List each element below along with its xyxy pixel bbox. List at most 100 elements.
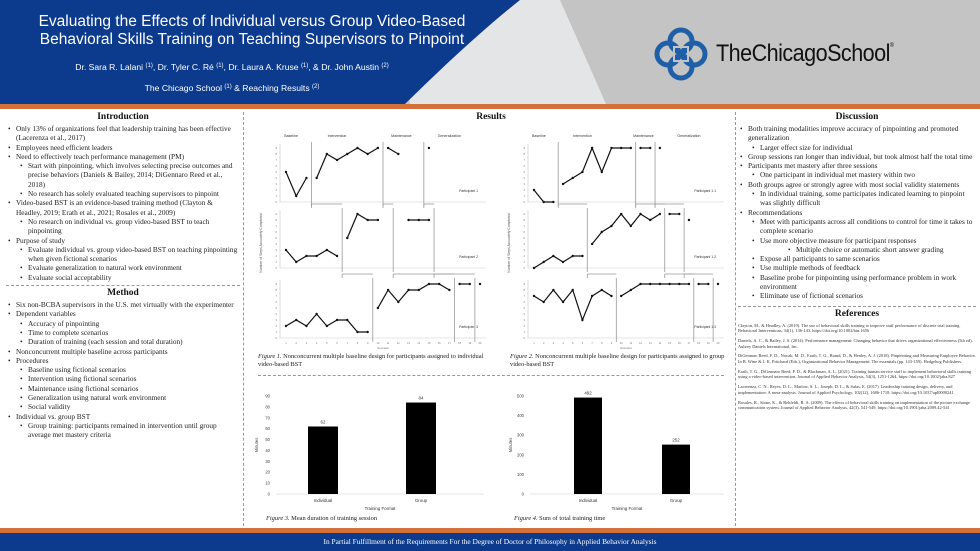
svg-text:2: 2 <box>276 324 278 328</box>
svg-text:84: 84 <box>419 396 424 401</box>
svg-text:60: 60 <box>265 426 270 431</box>
header-accent-bar <box>0 104 980 109</box>
svg-text:9: 9 <box>524 146 526 150</box>
svg-text:Participant 1.2: Participant 1.2 <box>694 255 716 259</box>
list-item: No research has solely evaluated teachin… <box>6 189 240 199</box>
svg-text:11: 11 <box>629 341 632 345</box>
svg-text:20: 20 <box>717 341 720 345</box>
svg-text:3: 3 <box>524 248 526 252</box>
svg-text:1: 1 <box>276 330 278 334</box>
references-heading: References <box>834 308 880 319</box>
list-item: Larger effect size for individual <box>738 143 976 153</box>
svg-text:30: 30 <box>265 459 270 464</box>
chicago-school-logo: TheChicagoSchool® <box>652 26 913 82</box>
svg-text:Participant 3: Participant 3 <box>459 325 478 329</box>
svg-text:492: 492 <box>584 391 592 396</box>
svg-text:Group: Group <box>415 498 428 503</box>
svg-text:14: 14 <box>658 341 661 345</box>
svg-text:2: 2 <box>276 254 278 258</box>
svg-text:Participant 2: Participant 2 <box>459 255 478 259</box>
caption-label: Figure 2. <box>510 353 534 360</box>
list-item: Expose all participants to same scenario… <box>738 254 976 264</box>
svg-text:Participant 1.1: Participant 1.1 <box>694 189 716 193</box>
svg-text:12: 12 <box>639 341 642 345</box>
svg-text:16: 16 <box>678 341 681 345</box>
svg-text:3: 3 <box>553 341 555 345</box>
list-item: Evaluate generalization to natural work … <box>6 263 240 273</box>
svg-text:7: 7 <box>276 294 278 298</box>
method-list: Six non-BCBA supervisors in the U.S. met… <box>6 300 240 439</box>
svg-text:Maintenance: Maintenance <box>633 134 654 138</box>
svg-text:Minutes: Minutes <box>508 438 513 453</box>
introduction-list: Only 13% of organizations feel that lead… <box>6 124 240 282</box>
svg-text:7: 7 <box>347 341 349 345</box>
discussion-section: Discussion Both training modalities impr… <box>738 112 976 301</box>
method-section: Method Six non-BCBA supervisors in the U… <box>6 288 240 439</box>
svg-text:1: 1 <box>524 330 526 334</box>
title-line-1: Evaluating the Effects of Individual ver… <box>38 13 466 30</box>
svg-text:20: 20 <box>479 341 482 345</box>
author-affiliation-mark: (1) <box>216 63 224 69</box>
svg-text:6: 6 <box>276 164 278 168</box>
results-heading: Results <box>476 112 506 122</box>
svg-text:11: 11 <box>387 341 390 345</box>
list-item: Accuracy of pinpointing <box>6 319 240 329</box>
author-list: Dr. Sara R. Lalani (1), Dr. Tyler C. Ré … <box>75 62 389 72</box>
svg-text:Participant 1: Participant 1 <box>459 189 478 193</box>
svg-text:40: 40 <box>265 448 270 453</box>
svg-text:1: 1 <box>276 260 278 264</box>
list-item: Intervention using fictional scenarios <box>6 374 240 384</box>
svg-text:5: 5 <box>276 170 278 174</box>
figure-1-caption: Figure 1. Nonconcurrent multiple baselin… <box>258 353 488 369</box>
author-name: Dr. Sara R. Lalani <box>75 62 144 72</box>
svg-text:Scenario: Scenario <box>620 346 632 350</box>
figure-3-bar-chart: 0 10 20 30 40 50 60 70 80 90 Minutes 62 Individual 84… <box>254 394 484 511</box>
svg-text:Individual: Individual <box>579 498 598 503</box>
svg-text:10: 10 <box>376 341 379 345</box>
author-name: Dr. John Austin <box>321 62 379 72</box>
list-item: Use more objective measure for participa… <box>738 236 976 246</box>
svg-text:Generalization: Generalization <box>438 134 461 138</box>
svg-text:5: 5 <box>524 306 526 310</box>
svg-text:9: 9 <box>276 212 278 216</box>
svg-text:5: 5 <box>276 306 278 310</box>
svg-text:8: 8 <box>357 341 359 345</box>
svg-text:9: 9 <box>276 146 278 150</box>
figure-2-multiple-baseline-chart: Baseline Intervention Maintenance Generaliz… <box>507 134 724 350</box>
list-item: Duration of training (each session and t… <box>6 337 240 347</box>
svg-text:15: 15 <box>428 341 431 345</box>
svg-text:17: 17 <box>448 341 451 345</box>
svg-text:Minutes: Minutes <box>254 438 259 453</box>
references-list: Clayton, M., & Headley, A. (2019). The u… <box>738 323 976 411</box>
discussion-list: Both training modalities improve accurac… <box>738 124 976 301</box>
list-item: Generalization using natural work enviro… <box>6 393 240 403</box>
svg-text:15: 15 <box>668 341 671 345</box>
svg-text:3: 3 <box>276 318 278 322</box>
discussion-heading: Discussion <box>835 112 879 122</box>
svg-text:9: 9 <box>367 341 369 345</box>
svg-text:2: 2 <box>524 188 526 192</box>
svg-text:8: 8 <box>524 218 526 222</box>
svg-text:6: 6 <box>524 164 526 168</box>
svg-text:7: 7 <box>591 341 593 345</box>
right-column: Discussion Both training modalities impr… <box>738 110 976 415</box>
list-item: Procedures <box>6 356 240 366</box>
svg-text:90: 90 <box>265 394 270 399</box>
svg-text:6: 6 <box>336 341 338 345</box>
caption-label: Figure 4. <box>514 515 538 522</box>
affiliation-mark: (1) <box>224 84 232 90</box>
svg-text:5: 5 <box>276 236 278 240</box>
author-affiliation-mark: (1) <box>145 63 153 69</box>
list-item: Six non-BCBA supervisors in the U.S. met… <box>6 300 240 310</box>
svg-text:14: 14 <box>417 341 420 345</box>
author-name: Dr. Laura A. Kruse <box>228 62 299 72</box>
figure-3-caption: Figure 3. Mean duration of training sess… <box>266 515 486 523</box>
list-item: Both groups agree or strongly agree with… <box>738 180 976 190</box>
column-divider <box>735 112 736 526</box>
list-item: Purpose of study <box>6 236 240 246</box>
svg-text:8: 8 <box>524 152 526 156</box>
svg-text:6: 6 <box>582 341 584 345</box>
svg-text:400: 400 <box>517 413 525 418</box>
svg-text:200: 200 <box>517 452 525 457</box>
svg-text:9: 9 <box>276 282 278 286</box>
